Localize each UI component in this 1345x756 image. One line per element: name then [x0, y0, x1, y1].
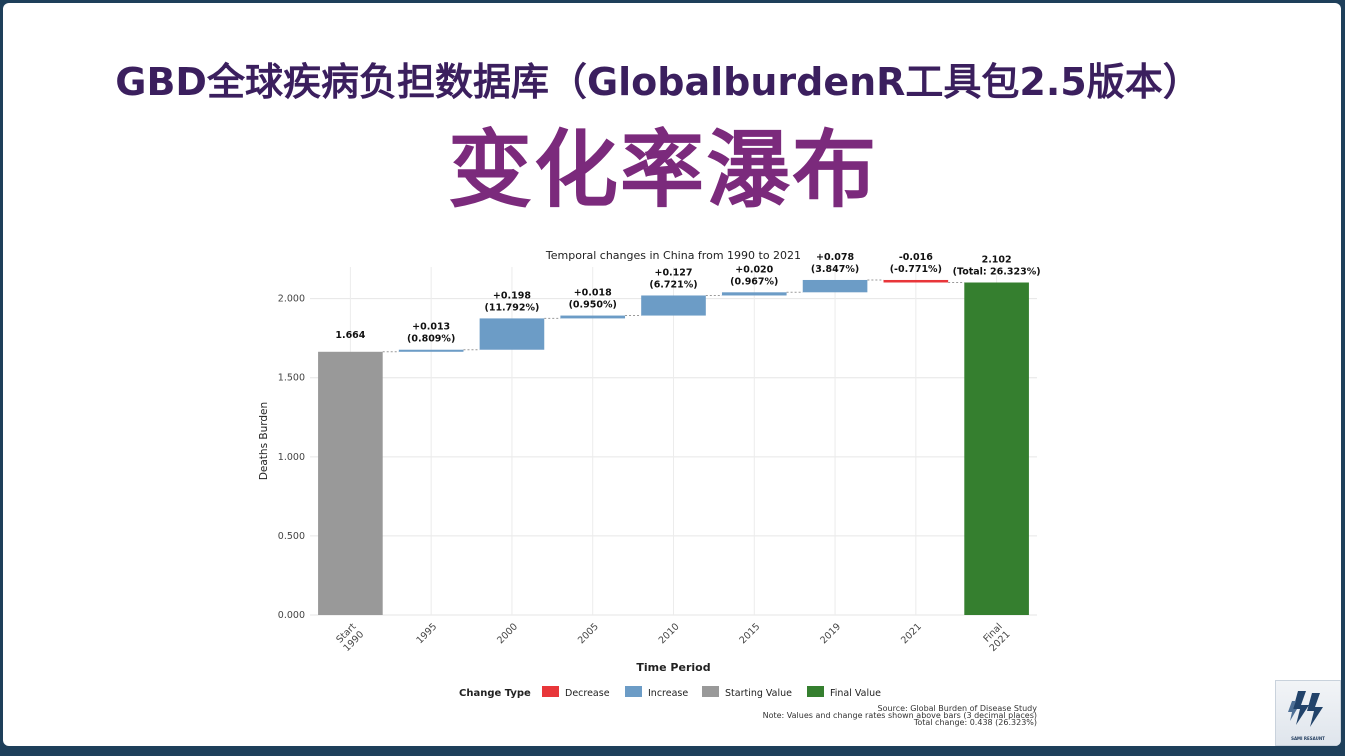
x-tick-label: 2010: [657, 621, 682, 646]
legend-swatch: [807, 686, 824, 697]
y-tick-label: 0.500: [278, 531, 305, 542]
data-label-rate: (6.721%): [649, 279, 697, 290]
bar-6: [802, 279, 868, 293]
x-axis-title: Time Period: [636, 661, 710, 674]
data-label-rate: (-0.771%): [890, 264, 942, 275]
x-tick-label: 2021: [899, 621, 924, 646]
data-label-rate: (0.967%): [730, 276, 778, 287]
data-label-value: +0.198: [493, 290, 531, 301]
bar-5: [721, 292, 787, 296]
data-label-value: +0.013: [412, 322, 450, 333]
lightning-logo-icon: [1288, 691, 1323, 727]
logo-text: SAMI RESAUNT: [1291, 736, 1325, 741]
data-label-rate: (0.809%): [407, 334, 455, 345]
slide-title: GBD全球疾病负担数据库（GlobalburdenR工具包2.5版本）: [115, 60, 1201, 104]
x-tick-label: Final2021: [980, 621, 1013, 654]
y-tick-label: 0.000: [278, 610, 305, 621]
slide-subtitle: 变化率瀑布: [447, 121, 878, 219]
logo-badge: SAMI RESAUNT: [1275, 680, 1341, 746]
legend-label: Decrease: [565, 688, 610, 699]
chart-caption: Total change: 0.438 (26.323%): [913, 718, 1037, 727]
data-label-value: 1.664: [335, 330, 365, 341]
x-tick-label: 2000: [495, 621, 520, 646]
data-label-value: +0.020: [735, 264, 773, 275]
y-axis-title: Deaths Burden: [258, 402, 270, 480]
legend-label: Starting Value: [725, 688, 792, 699]
legend-label: Increase: [648, 688, 688, 699]
data-label-value: +0.127: [654, 267, 692, 278]
y-tick-label: 1.500: [278, 373, 305, 384]
x-tick-label: 2015: [738, 621, 763, 646]
data-label-value: +0.018: [574, 288, 612, 299]
bar-7: [883, 279, 949, 283]
y-tick-label: 2.000: [278, 294, 305, 305]
chart-caption: Note: Values and change rates shown abov…: [763, 711, 1037, 720]
bar-0: [318, 351, 383, 615]
legend-swatch: [542, 686, 559, 697]
bar-2: [479, 318, 545, 350]
data-label-rate: (0.950%): [569, 300, 617, 311]
x-tick-label: 2005: [576, 621, 601, 646]
x-tick-label: 1995: [414, 621, 439, 646]
data-label-value: +0.078: [816, 252, 854, 263]
data-label-rate: (Total: 26.323%): [953, 267, 1041, 278]
chart-caption: Source: Global Burden of Disease Study: [878, 704, 1038, 713]
data-label-rate: (3.847%): [811, 264, 859, 275]
waterfall-chart: Temporal changes in China from 1990 to 2…: [243, 239, 1063, 729]
chart-title: Temporal changes in China from 1990 to 2…: [545, 249, 801, 262]
x-tick-label: 2019: [818, 621, 843, 646]
legend-swatch: [702, 686, 719, 697]
y-tick-label: 1.000: [278, 452, 305, 463]
legend-swatch: [625, 686, 642, 697]
bar-1: [398, 349, 464, 352]
bar-3: [560, 315, 626, 319]
bar-8: [964, 282, 1029, 615]
slide: GBD全球疾病负担数据库（GlobalburdenR工具包2.5版本） 变化率瀑…: [3, 3, 1341, 746]
legend-title: Change Type: [459, 688, 531, 699]
data-label-value: 2.102: [982, 255, 1012, 266]
data-label-rate: (11.792%): [485, 302, 540, 313]
data-label-value: -0.016: [899, 252, 933, 263]
chart-svg: Temporal changes in China from 1990 to 2…: [258, 249, 1041, 727]
bar-4: [641, 295, 706, 316]
legend-label: Final Value: [830, 688, 881, 699]
x-tick-label: Start1990: [334, 621, 367, 654]
